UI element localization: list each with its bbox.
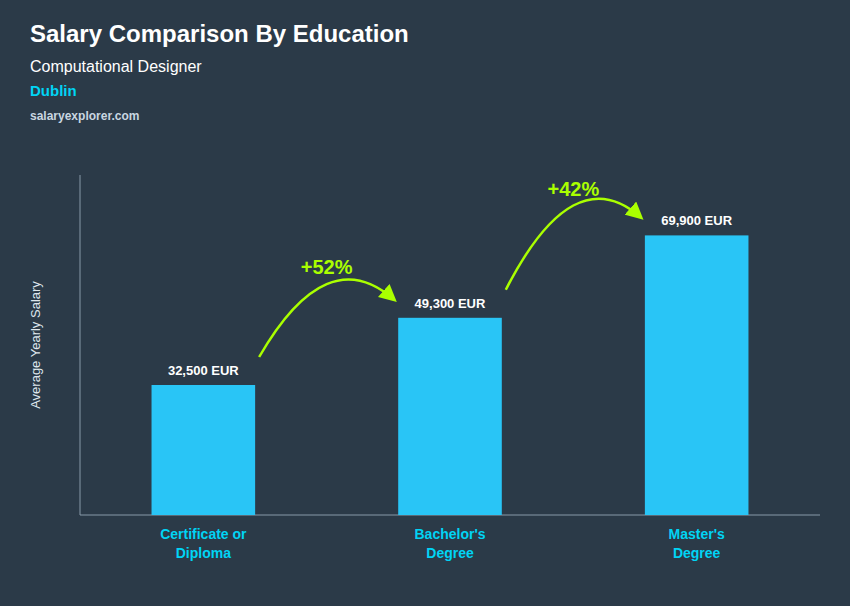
x-tick-label-line: Diploma [176, 545, 231, 561]
background [0, 0, 850, 606]
x-tick-label: Certificate or Diploma [160, 526, 247, 561]
x-tick-label-line: Degree [673, 545, 721, 561]
annotation: +52% [301, 256, 353, 278]
subtitle: salaryexplorer.com [30, 109, 139, 123]
title: Salary Comparison By Education [30, 20, 409, 47]
bar [645, 235, 749, 515]
subtitle: Dublin [30, 82, 77, 99]
data-label: 32,500 EUR [168, 363, 239, 378]
y-axis-line [80, 175, 81, 515]
bar [398, 318, 502, 515]
chart-container: Salary Comparison By Education Computatio… [0, 0, 850, 606]
x-tick-label: Bachelor's Degree [414, 526, 485, 561]
change-arrow [259, 279, 394, 357]
bar [152, 385, 256, 515]
y-axis-label: Average Yearly Salary [28, 281, 43, 409]
annotation: +42% [547, 178, 599, 200]
change-arrow [506, 199, 641, 290]
subtitle: Computational Designer [30, 58, 202, 75]
bars [152, 235, 749, 515]
x-tick-label-line: Certificate or [160, 526, 247, 542]
data-label: 49,300 EUR [415, 296, 486, 311]
x-tick-label-line: Master's [669, 526, 725, 542]
chart: Salary Comparison By Education Computatio… [0, 0, 850, 606]
x-tick-label-line: Bachelor's [414, 526, 485, 542]
x-tick-label-line: Degree [426, 545, 474, 561]
x-tick-label: Master's Degree [669, 526, 725, 561]
data-label: 69,900 EUR [661, 213, 732, 228]
